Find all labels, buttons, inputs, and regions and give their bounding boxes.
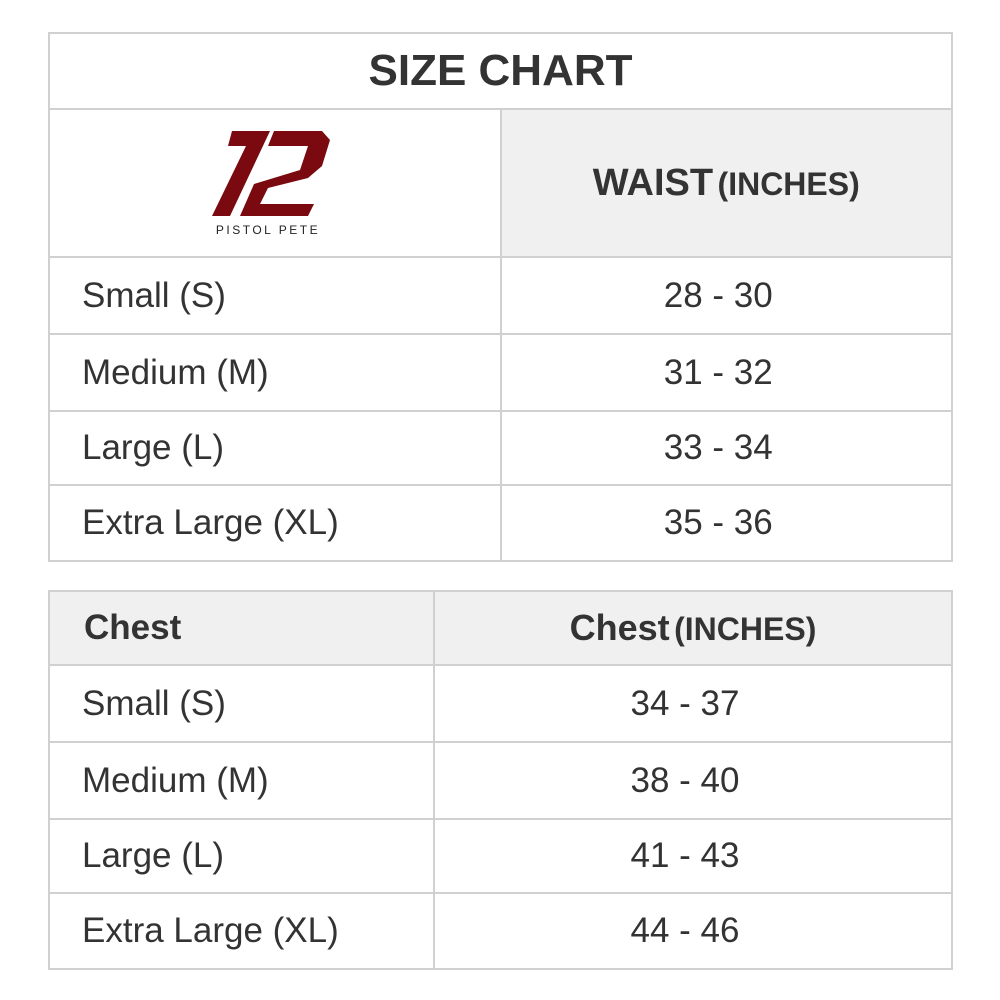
- table-row: Medium (M) 38 - 40: [48, 741, 953, 820]
- size-label: Large (L): [48, 818, 435, 894]
- chest-left-header: Chest: [48, 590, 435, 666]
- table-row: Small (S) 34 - 37: [48, 664, 953, 743]
- chest-size-table: Chest Chest (INCHES) Small (S) 34 - 37 Me…: [48, 590, 953, 970]
- table-row: Medium (M) 31 - 32: [48, 333, 953, 412]
- size-label: Small (S): [48, 664, 435, 743]
- size-value: 31 - 32: [499, 333, 953, 412]
- chest-header: Chest (INCHES): [433, 590, 953, 666]
- waist-header-label: WAIST: [592, 161, 714, 204]
- size-value: 28 - 30: [499, 256, 953, 335]
- size-value: 41 - 43: [433, 818, 953, 894]
- waist-size-table: SIZE CHART PISTOL PETE WAIST (INCHES) Sm…: [48, 32, 953, 562]
- size-value: 38 - 40: [433, 741, 953, 820]
- table-row: Large (L) 41 - 43: [48, 818, 953, 894]
- chest-header-unit: (INCHES): [674, 611, 817, 647]
- size-label: Extra Large (XL): [48, 484, 502, 562]
- size-value: 33 - 34: [499, 410, 953, 486]
- table-row: Extra Large (XL) 44 - 46: [48, 892, 953, 970]
- table-row: Extra Large (XL) 35 - 36: [48, 484, 953, 562]
- page-title: SIZE CHART: [48, 32, 953, 110]
- table-row: Large (L) 33 - 34: [48, 410, 953, 486]
- table-row: Small (S) 28 - 30: [48, 256, 953, 335]
- size-label: Large (L): [48, 410, 502, 486]
- size-value: 34 - 37: [433, 664, 953, 743]
- size-label: Small (S): [48, 256, 502, 335]
- pistol-pete-logo-icon: PISTOL PETE: [211, 130, 330, 237]
- chest-header-label: Chest: [569, 607, 670, 648]
- waist-header: WAIST (INCHES): [499, 108, 953, 258]
- brand-name: PISTOL PETE: [216, 223, 320, 236]
- brand-logo: PISTOL PETE: [48, 108, 502, 258]
- size-value: 44 - 46: [433, 892, 953, 970]
- size-label: Medium (M): [48, 333, 502, 412]
- size-label: Extra Large (XL): [48, 892, 435, 970]
- waist-header-unit: (INCHES): [717, 165, 860, 202]
- size-label: Medium (M): [48, 741, 435, 820]
- size-value: 35 - 36: [499, 484, 953, 562]
